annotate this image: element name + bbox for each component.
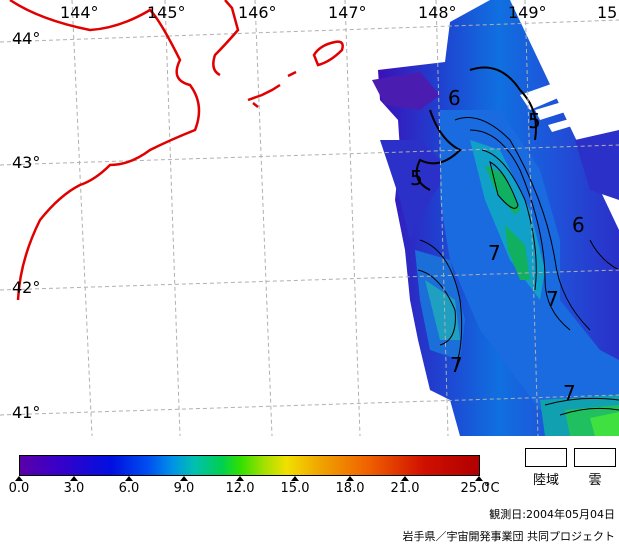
scale-label: 12.0: [225, 481, 255, 496]
scale-tick: [401, 476, 409, 481]
scale-label: 18.0: [335, 481, 365, 496]
scale-tick: [180, 476, 188, 481]
scale-tick: [346, 476, 354, 481]
lon-label-144: 144°: [60, 3, 99, 22]
lat-label-41: 41°: [12, 403, 40, 422]
lat-label-42: 42°: [12, 278, 40, 297]
color-scale-bar: [19, 455, 480, 476]
lat-lon-grid: [0, 0, 619, 436]
scale-label: 6.0: [118, 481, 140, 496]
lat-label-43: 43°: [12, 153, 40, 172]
land-swatch: [525, 448, 567, 467]
sst-map: 144° 145° 146° 147° 148° 149° 15 44° 43°…: [0, 0, 619, 436]
coastline: [9, 0, 344, 301]
sst-field: [372, 0, 619, 436]
contour-label: 7: [546, 287, 559, 311]
lon-label-145: 145°: [147, 3, 186, 22]
lon-label-147: 147°: [328, 3, 367, 22]
cloud-swatch: [574, 448, 616, 467]
scale-label: 0.0: [8, 481, 30, 496]
cloud-label: 雲: [588, 473, 602, 488]
scale-tick: [475, 476, 483, 481]
scale-label: 3.0: [63, 481, 85, 496]
credit-text: 岩手県／宇宙開発事業団 共同プロジェクト: [402, 530, 616, 543]
contour-label: 5: [528, 109, 541, 133]
contour-label: 7: [563, 381, 576, 405]
scale-label: 21.0: [390, 481, 420, 496]
scale-tick: [125, 476, 133, 481]
scale-tick: [236, 476, 244, 481]
lon-label-150: 15: [597, 3, 617, 22]
scale-tick: [15, 476, 23, 481]
scale-label: 25.0: [460, 481, 490, 496]
contour-label: 5: [410, 166, 423, 190]
scale-tick: [291, 476, 299, 481]
contour-label: 7: [450, 353, 463, 377]
scale-tick: [70, 476, 78, 481]
lon-label-146: 146°: [238, 3, 277, 22]
scale-label: 15.0: [280, 481, 310, 496]
lon-label-148: 148°: [418, 3, 457, 22]
contour-label: 6: [448, 86, 461, 110]
lon-label-149: 149°: [508, 3, 547, 22]
observation-date: 観測日:2004年05月04日: [489, 508, 615, 521]
contour-label: 7: [488, 241, 501, 265]
scale-label: 9.0: [173, 481, 195, 496]
unit-label: °C: [484, 481, 500, 496]
contour-label: 6: [572, 213, 585, 237]
lat-label-44: 44°: [12, 29, 40, 48]
land-label: 陸域: [532, 473, 560, 488]
